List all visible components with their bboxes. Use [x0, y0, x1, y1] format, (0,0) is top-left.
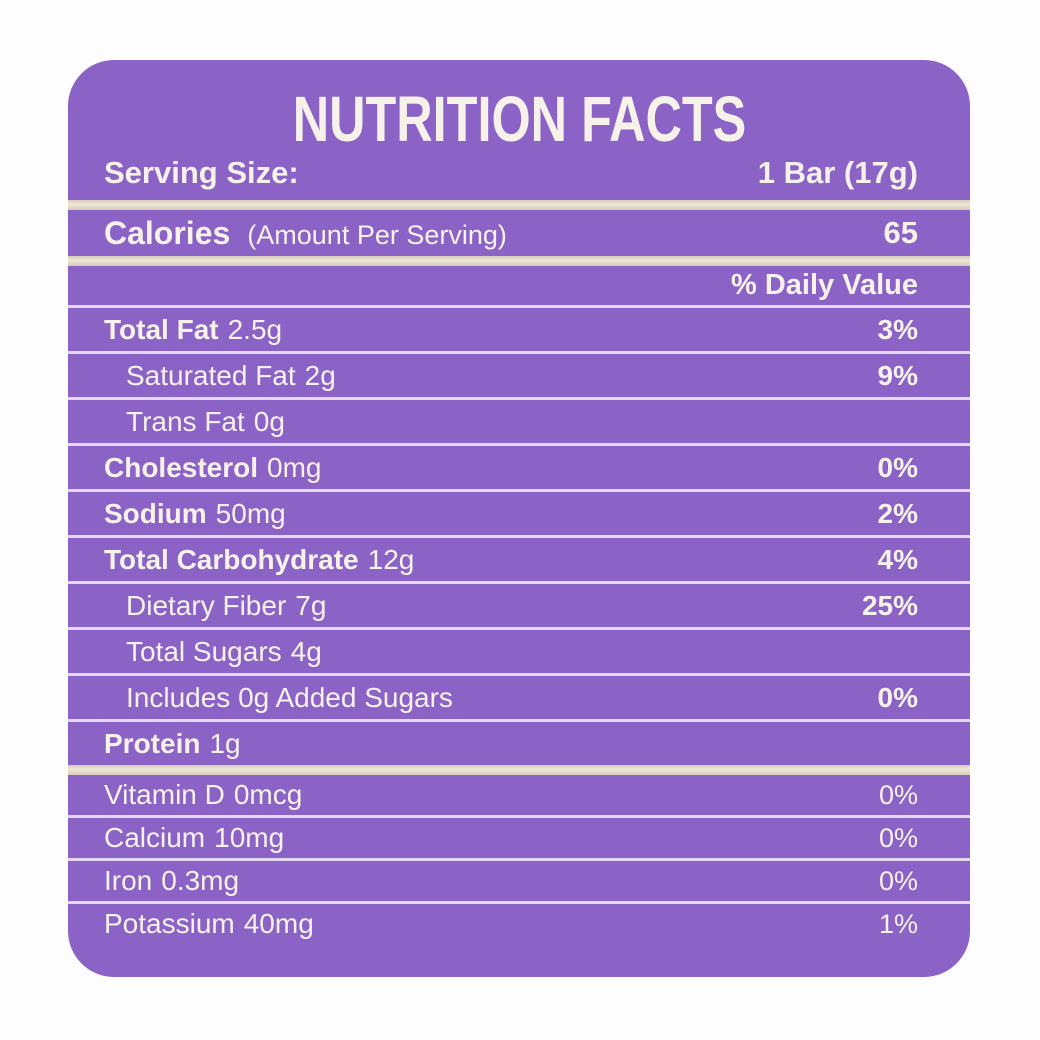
nutrient-amount: 4g	[290, 635, 322, 667]
serving-size-value: 1 Bar (17g)	[757, 155, 918, 190]
thick-divider	[68, 765, 970, 775]
nutrient-amount: 50mg	[215, 497, 286, 529]
daily-value-cell: 3%	[877, 313, 918, 345]
daily-value-header-text: % Daily Value	[731, 269, 918, 301]
daily-value-cell: 2%	[877, 497, 918, 529]
row-iron: Iron 0.3mg 0%	[68, 861, 970, 904]
row-protein: Protein 1g	[68, 722, 970, 765]
nutrient-name: Total Sugars	[126, 635, 282, 667]
row-saturated-fat: Saturated Fat 2g 9%	[68, 354, 970, 400]
nutrient-amount: 2g	[304, 359, 336, 391]
row-sodium: Sodium 50mg 2%	[68, 492, 970, 538]
nutrition-facts-label: NUTRITION FACTS Serving Size: 1 Bar (17g…	[68, 60, 970, 977]
daily-value-cell: 0%	[877, 681, 918, 713]
row-total-carbohydrate: Total Carbohydrate 12g 4%	[68, 538, 970, 584]
serving-size-label: Serving Size:	[104, 155, 299, 190]
row-vitamin-d: Vitamin D 0mcg 0%	[68, 775, 970, 818]
daily-value-cell: 0%	[878, 865, 918, 896]
calories-value: 65	[883, 215, 918, 250]
nutrient-name: Iron	[104, 865, 153, 896]
nutrient-amount: 40mg	[243, 908, 314, 939]
row-dietary-fiber: Dietary Fiber 7g 25%	[68, 584, 970, 630]
nutrient-amount: 12g	[367, 543, 415, 575]
row-total-sugars: Total Sugars 4g	[68, 630, 970, 676]
nutrient-name: Trans Fat	[126, 405, 245, 437]
daily-value-header: % Daily Value	[68, 266, 970, 308]
daily-value-cell: 9%	[877, 359, 918, 391]
nutrient-amount: 7g	[295, 589, 327, 621]
daily-value-cell: 0%	[877, 451, 918, 483]
calories-sublabel: (Amount Per Serving)	[247, 219, 507, 250]
nutrient-amount: 1g	[209, 727, 241, 759]
calories-label: Calories	[104, 214, 231, 251]
bottom-padding	[68, 944, 970, 977]
label-title: NUTRITION FACTS	[292, 83, 746, 156]
row-added-sugars: Includes 0g Added Sugars 0%	[68, 676, 970, 722]
nutrient-name: Calcium	[104, 822, 206, 853]
daily-value-cell: 0%	[878, 822, 918, 853]
nutrient-name: Cholesterol	[104, 451, 259, 483]
row-total-fat: Total Fat 2.5g 3%	[68, 308, 970, 354]
daily-value-cell: 0%	[878, 779, 918, 810]
daily-value-cell: 25%	[861, 589, 918, 621]
nutrient-name: Total Fat	[104, 313, 219, 345]
nutrient-amount: 0g	[253, 405, 285, 437]
daily-value-cell: 1%	[878, 908, 918, 939]
nutrient-amount: 0mcg	[233, 779, 303, 810]
nutrient-amount: 0.3mg	[161, 865, 240, 896]
row-calcium: Calcium 10mg 0%	[68, 818, 970, 861]
thick-divider	[68, 200, 970, 210]
row-cholesterol: Cholesterol 0mg 0%	[68, 446, 970, 492]
nutrient-name: Vitamin D	[104, 779, 225, 810]
nutrient-name: Potassium	[104, 908, 235, 939]
nutrient-name: Total Carbohydrate	[104, 543, 359, 575]
nutrient-name: Protein	[104, 727, 201, 759]
nutrient-name: Dietary Fiber	[126, 589, 287, 621]
row-potassium: Potassium 40mg 1%	[68, 904, 970, 944]
nutrient-name: Saturated Fat	[126, 359, 296, 391]
nutrient-amount: 2.5g	[227, 313, 283, 345]
thick-divider	[68, 256, 970, 266]
nutrient-amount: 0mg	[267, 451, 322, 483]
nutrient-name: Sodium	[104, 497, 207, 529]
calories-row: Calories (Amount Per Serving) 65	[68, 210, 970, 256]
row-trans-fat: Trans Fat 0g	[68, 400, 970, 446]
label-header: NUTRITION FACTS	[68, 60, 970, 151]
serving-size-row: Serving Size: 1 Bar (17g)	[68, 146, 970, 200]
daily-value-cell: 4%	[877, 543, 918, 575]
nutrient-name: Includes 0g Added Sugars	[126, 681, 453, 713]
nutrient-amount: 10mg	[214, 822, 285, 853]
